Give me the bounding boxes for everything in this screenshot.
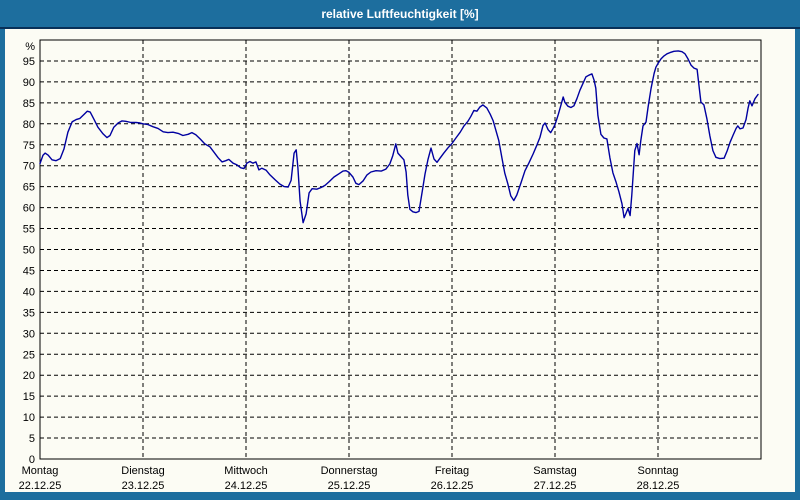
y-axis-tick-label: 40	[23, 286, 35, 298]
x-axis-date-label: 23.12.25	[122, 480, 165, 492]
titlebar-separator	[0, 27, 800, 29]
y-axis-tick-label: 90	[23, 77, 35, 89]
plot-border	[39, 39, 762, 460]
y-axis-tick-label: 25	[23, 349, 35, 361]
y-axis-unit-label: %	[25, 41, 35, 53]
x-axis-day-label: Donnerstag	[321, 465, 378, 477]
y-axis-tick-label: 80	[23, 119, 35, 131]
x-axis-date-label: 24.12.25	[225, 480, 268, 492]
x-axis-date-label: 28.12.25	[637, 480, 680, 492]
x-axis-day-label: Freitag	[435, 465, 469, 477]
y-axis-tick-label: 95	[23, 56, 35, 68]
x-axis-date-label: 27.12.25	[534, 480, 577, 492]
y-axis-tick-label: 5	[29, 433, 35, 445]
y-axis-tick-label: 60	[23, 203, 35, 215]
x-axis-day-label: Montag	[22, 465, 59, 477]
x-axis-day-label: Sonntag	[638, 465, 679, 477]
y-axis-tick-label: 35	[23, 307, 35, 319]
chart-content-area	[5, 29, 795, 492]
y-axis-tick-label: 70	[23, 161, 35, 173]
x-axis-date-label: 22.12.25	[19, 480, 62, 492]
x-axis-date-label: 26.12.25	[431, 480, 474, 492]
y-axis-tick-label: 65	[23, 182, 35, 194]
y-axis-tick-label: 20	[23, 370, 35, 382]
y-axis-tick-label: 10	[23, 412, 35, 424]
y-axis-tick-label: 45	[23, 265, 35, 277]
y-axis-tick-label: 55	[23, 224, 35, 236]
y-axis-tick-label: 75	[23, 140, 35, 152]
y-axis-tick-label: 50	[23, 245, 35, 257]
x-axis-day-label: Mittwoch	[224, 465, 267, 477]
y-axis-tick-label: 0	[29, 454, 35, 466]
humidity-series-line	[39, 50, 759, 224]
x-axis-day-label: Samstag	[533, 465, 576, 477]
y-axis-tick-label: 30	[23, 328, 35, 340]
window-title: relative Luftfeuchtigkeit [%]	[321, 6, 479, 21]
x-axis-day-label: Dienstag	[121, 465, 164, 477]
window-title-bar[interactable]: relative Luftfeuchtigkeit [%]	[0, 0, 800, 27]
y-axis-tick-label: 85	[23, 98, 35, 110]
y-axis-tick-label: 15	[23, 391, 35, 403]
x-axis-date-label: 25.12.25	[328, 480, 371, 492]
